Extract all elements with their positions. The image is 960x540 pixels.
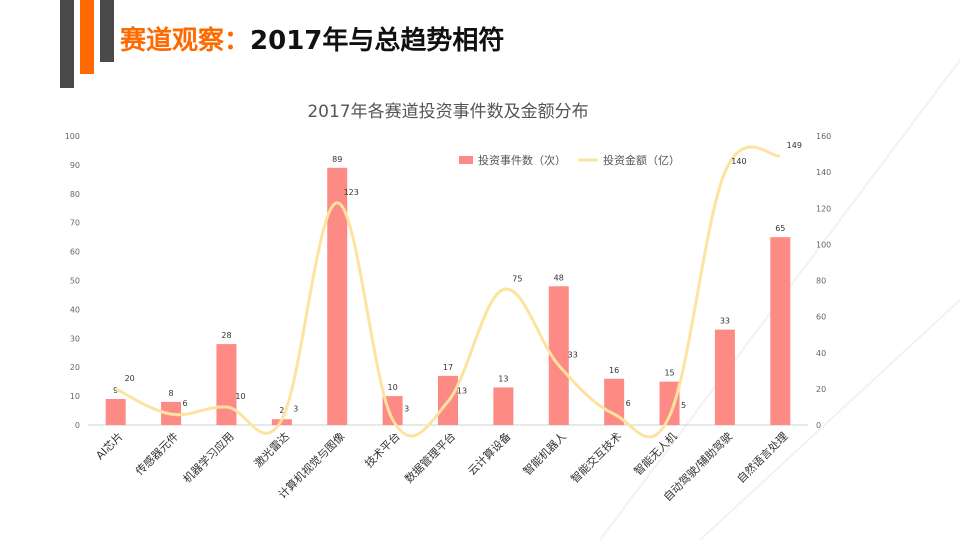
line-data-label: 123 [344, 188, 359, 197]
line-data-label: 10 [235, 392, 245, 401]
y-left-tick-label: 100 [65, 132, 80, 141]
y-right-tick-label: 80 [816, 277, 826, 286]
bar-data-label: 15 [664, 369, 674, 378]
y-right-tick-label: 40 [816, 349, 826, 358]
x-tick-label: 数据管理平台 [402, 429, 459, 486]
decor-bar-orange [80, 0, 94, 74]
y-left-tick-label: 90 [70, 161, 80, 170]
slide-title-rest: 2017年与总趋势相符 [250, 26, 505, 56]
line-data-label: 6 [183, 399, 188, 408]
decor-bar-dark-1 [60, 0, 74, 88]
legend-line-label: 投资金额（亿） [603, 153, 680, 167]
y-left-tick-label: 80 [70, 190, 80, 199]
x-tick-label: 传感器元件 [133, 430, 181, 478]
chart-title: 2017年各赛道投资事件数及金额分布 [307, 101, 588, 122]
line-data-label: 3 [293, 405, 298, 414]
line-data-label: 13 [457, 387, 467, 396]
line-data-label: 75 [512, 275, 522, 284]
bar [659, 381, 680, 425]
bar [105, 398, 126, 425]
legend-bar-label: 投资事件数（次） [478, 153, 566, 167]
y-left-tick-label: 0 [75, 421, 80, 430]
y-axis-right: 0 20 40 60 80 100 120 140 160 [816, 132, 831, 430]
y-right-tick-label: 100 [816, 240, 831, 249]
y-left-tick-label: 10 [70, 392, 80, 401]
x-tick-label: 自然语言处理 [734, 429, 791, 486]
bar-data-label: 28 [221, 331, 231, 340]
x-tick-label: 激光雷达 [251, 429, 292, 470]
x-tick-label: AI芯片 [93, 429, 126, 462]
bar [770, 237, 791, 425]
line-data-label: 33 [568, 350, 578, 359]
y-right-tick-label: 0 [816, 421, 821, 430]
bg-decor-line-2 [699, 299, 960, 540]
bar [548, 286, 569, 425]
line-data-label: 5 [681, 401, 686, 410]
slide-title: 赛道观察：2017年与总趋势相符 [120, 20, 504, 57]
bar-data-label: 33 [720, 317, 730, 326]
bar [604, 378, 625, 425]
bar [714, 329, 735, 425]
legend: 投资事件数（次） 投资金额（亿） [459, 153, 680, 167]
decor-bar-dark-2 [100, 0, 114, 62]
slide-title-highlight: 赛道观察： [120, 26, 251, 56]
bar [216, 344, 237, 425]
x-tick-label: 云计算设备 [465, 429, 514, 478]
y-left-tick-label: 30 [70, 334, 80, 343]
y-right-tick-label: 60 [816, 313, 826, 322]
bar-data-label: 2 [279, 406, 284, 415]
bar [493, 387, 514, 425]
bar [327, 167, 348, 426]
y-right-tick-label: 20 [816, 385, 826, 394]
x-tick-label: 智能机器人 [520, 429, 569, 478]
bar-data-label: 8 [169, 389, 174, 398]
y-right-tick-label: 120 [816, 204, 831, 213]
line-data-label: 20 [125, 374, 135, 383]
y-left-tick-label: 50 [70, 277, 80, 286]
bar-data-label: 17 [443, 363, 453, 372]
x-tick-label: 技术平台 [362, 429, 403, 470]
y-right-tick-label: 140 [816, 168, 831, 177]
line-path [115, 145, 781, 439]
x-tick-label: 机器学习应用 [180, 429, 237, 486]
y-left-tick-label: 70 [70, 219, 80, 228]
y-left-tick-label: 20 [70, 363, 80, 372]
legend-bar-swatch [459, 156, 473, 164]
line-data-label: 6 [626, 399, 631, 408]
bar-data-label: 10 [388, 383, 398, 392]
x-tick-label: 智能交互技术 [568, 429, 625, 486]
line-data-label: 149 [787, 141, 802, 150]
y-right-tick-label: 160 [816, 132, 831, 141]
y-axis-left: 0 10 20 30 40 50 60 70 80 90 100 [65, 132, 80, 430]
bar-data-label: 89 [332, 155, 342, 164]
y-left-tick-label: 60 [70, 248, 80, 257]
bar-data-label: 13 [498, 374, 508, 383]
bar-data-label: 16 [609, 366, 619, 375]
bar-data-label: 48 [554, 273, 564, 282]
line-data-label: 3 [404, 405, 409, 414]
bar-data-label: 65 [775, 224, 785, 233]
line-data-label: 140 [731, 157, 746, 166]
y-left-tick-label: 40 [70, 305, 80, 314]
